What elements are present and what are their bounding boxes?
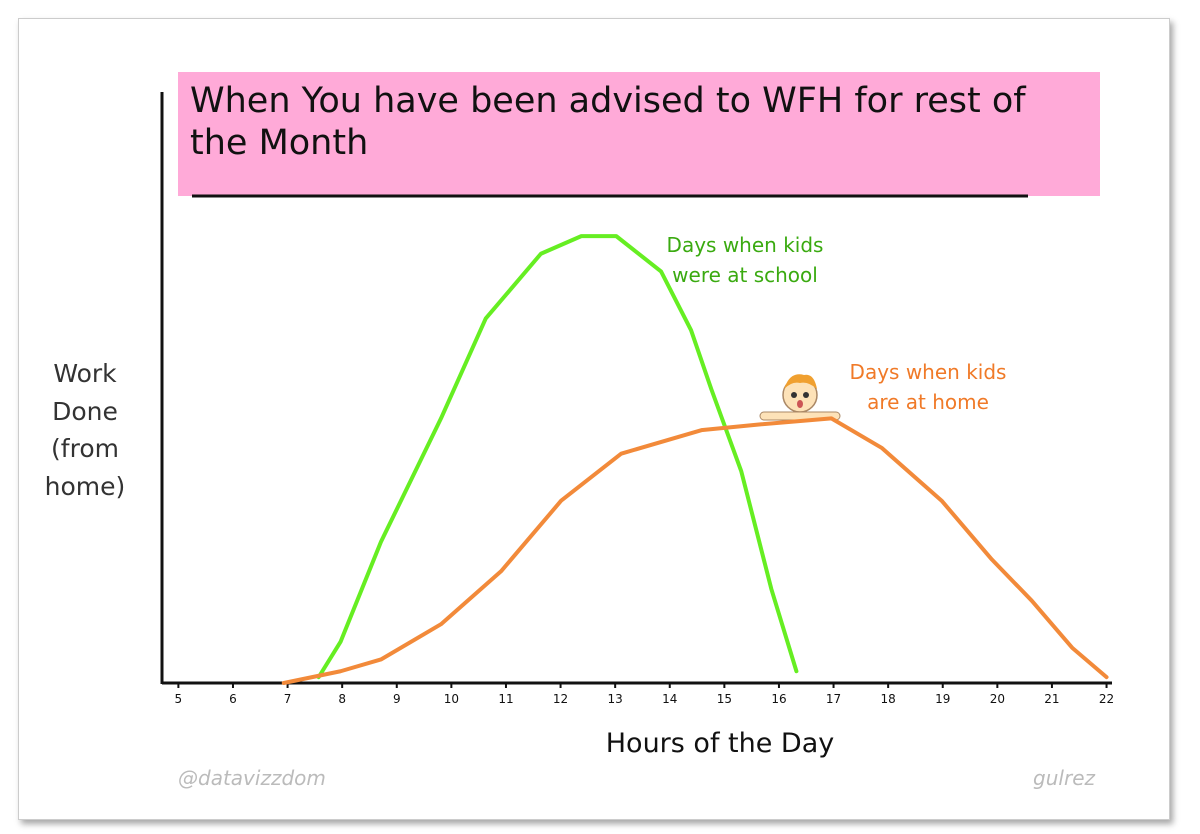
x-tick-label: 9 [393,692,401,706]
series-label: Days when kids are at home [849,360,1007,414]
x-tick-label: 13 [608,692,623,706]
x-tick-label: 12 [553,692,568,706]
x-tick-label: 21 [1044,692,1059,706]
kid-icon [759,374,841,421]
x-tick-label: 16 [771,692,786,706]
x-tick-label: 5 [175,692,183,706]
chart-title: When You have been advised to WFH for re… [190,81,1026,163]
x-tick-label: 22 [1099,692,1114,706]
credit: @datavizzdom [178,766,326,790]
x-tick-label: 20 [990,692,1005,706]
x-tick-label: 8 [338,692,346,706]
title-box [178,72,1100,196]
x-axis-label: Hours of the Day [605,728,835,759]
credit: gulrez [1033,766,1095,790]
x-tick-label: 14 [662,692,677,706]
series-label: Days when kids were at school [666,233,824,287]
x-tick-label: 19 [935,692,950,706]
x-tick-label: 17 [826,692,841,706]
x-tick-label: 6 [229,692,237,706]
line [316,234,799,680]
y-axis-label: Work Done (from home) [44,359,126,501]
x-tick-label: 7 [284,692,292,706]
x-tick-label: 10 [444,692,459,706]
x-tick-label: 15 [717,692,732,706]
x-tick-label: 11 [498,692,513,706]
line [281,416,1109,685]
x-tick-label: 18 [881,692,896,706]
